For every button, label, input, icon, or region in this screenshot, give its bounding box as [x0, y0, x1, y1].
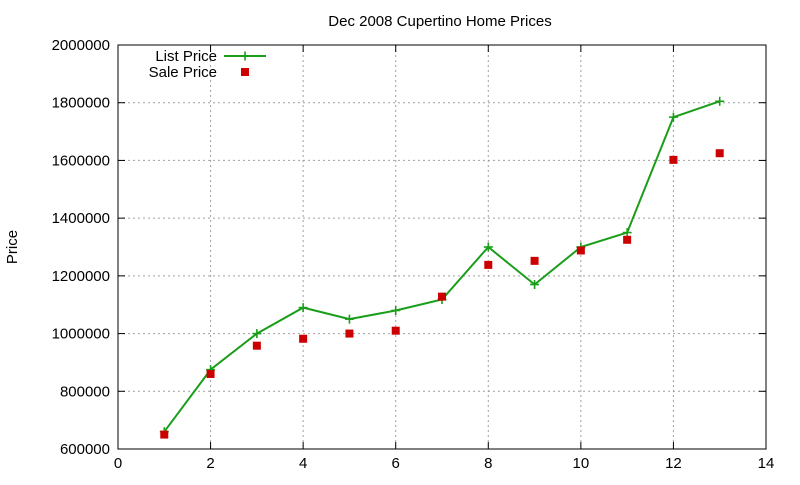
data-point	[345, 329, 354, 338]
data-point	[344, 314, 354, 324]
data-point	[715, 149, 724, 158]
series-layer	[159, 96, 725, 439]
data-point	[622, 228, 632, 238]
series-0	[159, 96, 725, 437]
y-tick-label: 2000000	[52, 37, 110, 54]
y-tick-label: 1800000	[52, 95, 110, 112]
legend-marker	[241, 68, 249, 76]
x-tick-label: 12	[665, 455, 682, 472]
legend-marker	[240, 51, 250, 61]
axis-ticks: 0 2 4 6 8 10 12 14 600000 800000 1000000 1200000 140…	[52, 37, 775, 472]
x-tick-label: 0	[114, 455, 122, 472]
x-tick-label: 14	[758, 455, 775, 472]
data-point	[530, 256, 539, 265]
legend-label: List Price	[155, 48, 217, 65]
chart-title: Dec 2008 Cupertino Home Prices	[328, 13, 551, 30]
data-point	[298, 303, 308, 313]
data-point	[391, 305, 401, 315]
data-point	[668, 112, 678, 122]
y-axis-label: Price	[4, 230, 21, 264]
y-tick-label: 1200000	[52, 268, 110, 285]
x-tick-label: 4	[299, 455, 307, 472]
data-point	[206, 369, 215, 378]
data-point	[438, 292, 446, 301]
data-point	[576, 246, 585, 255]
data-point	[252, 329, 262, 339]
series-line	[163, 100, 721, 433]
data-point	[715, 96, 725, 106]
legend-label: Sale Price	[149, 64, 217, 81]
series-1	[160, 149, 724, 439]
y-tick-label: 1000000	[52, 326, 110, 343]
data-point	[252, 341, 261, 350]
y-tick-label: 600000	[60, 441, 110, 458]
data-point	[669, 155, 678, 164]
grid	[118, 45, 766, 449]
data-point	[483, 242, 493, 252]
x-tick-label: 2	[206, 455, 214, 472]
data-point	[530, 280, 540, 290]
x-tick-label: 8	[484, 455, 492, 472]
data-point	[160, 430, 169, 439]
data-point	[391, 326, 400, 335]
data-point	[484, 260, 493, 269]
y-tick-label: 1400000	[52, 210, 110, 227]
y-tick-label: 1600000	[52, 152, 110, 169]
data-point	[623, 235, 632, 244]
x-tick-label: 6	[392, 455, 400, 472]
plot-frame	[117, 44, 767, 450]
y-tick-label: 800000	[60, 383, 110, 400]
data-point	[299, 334, 308, 343]
x-tick-label: 10	[573, 455, 590, 472]
